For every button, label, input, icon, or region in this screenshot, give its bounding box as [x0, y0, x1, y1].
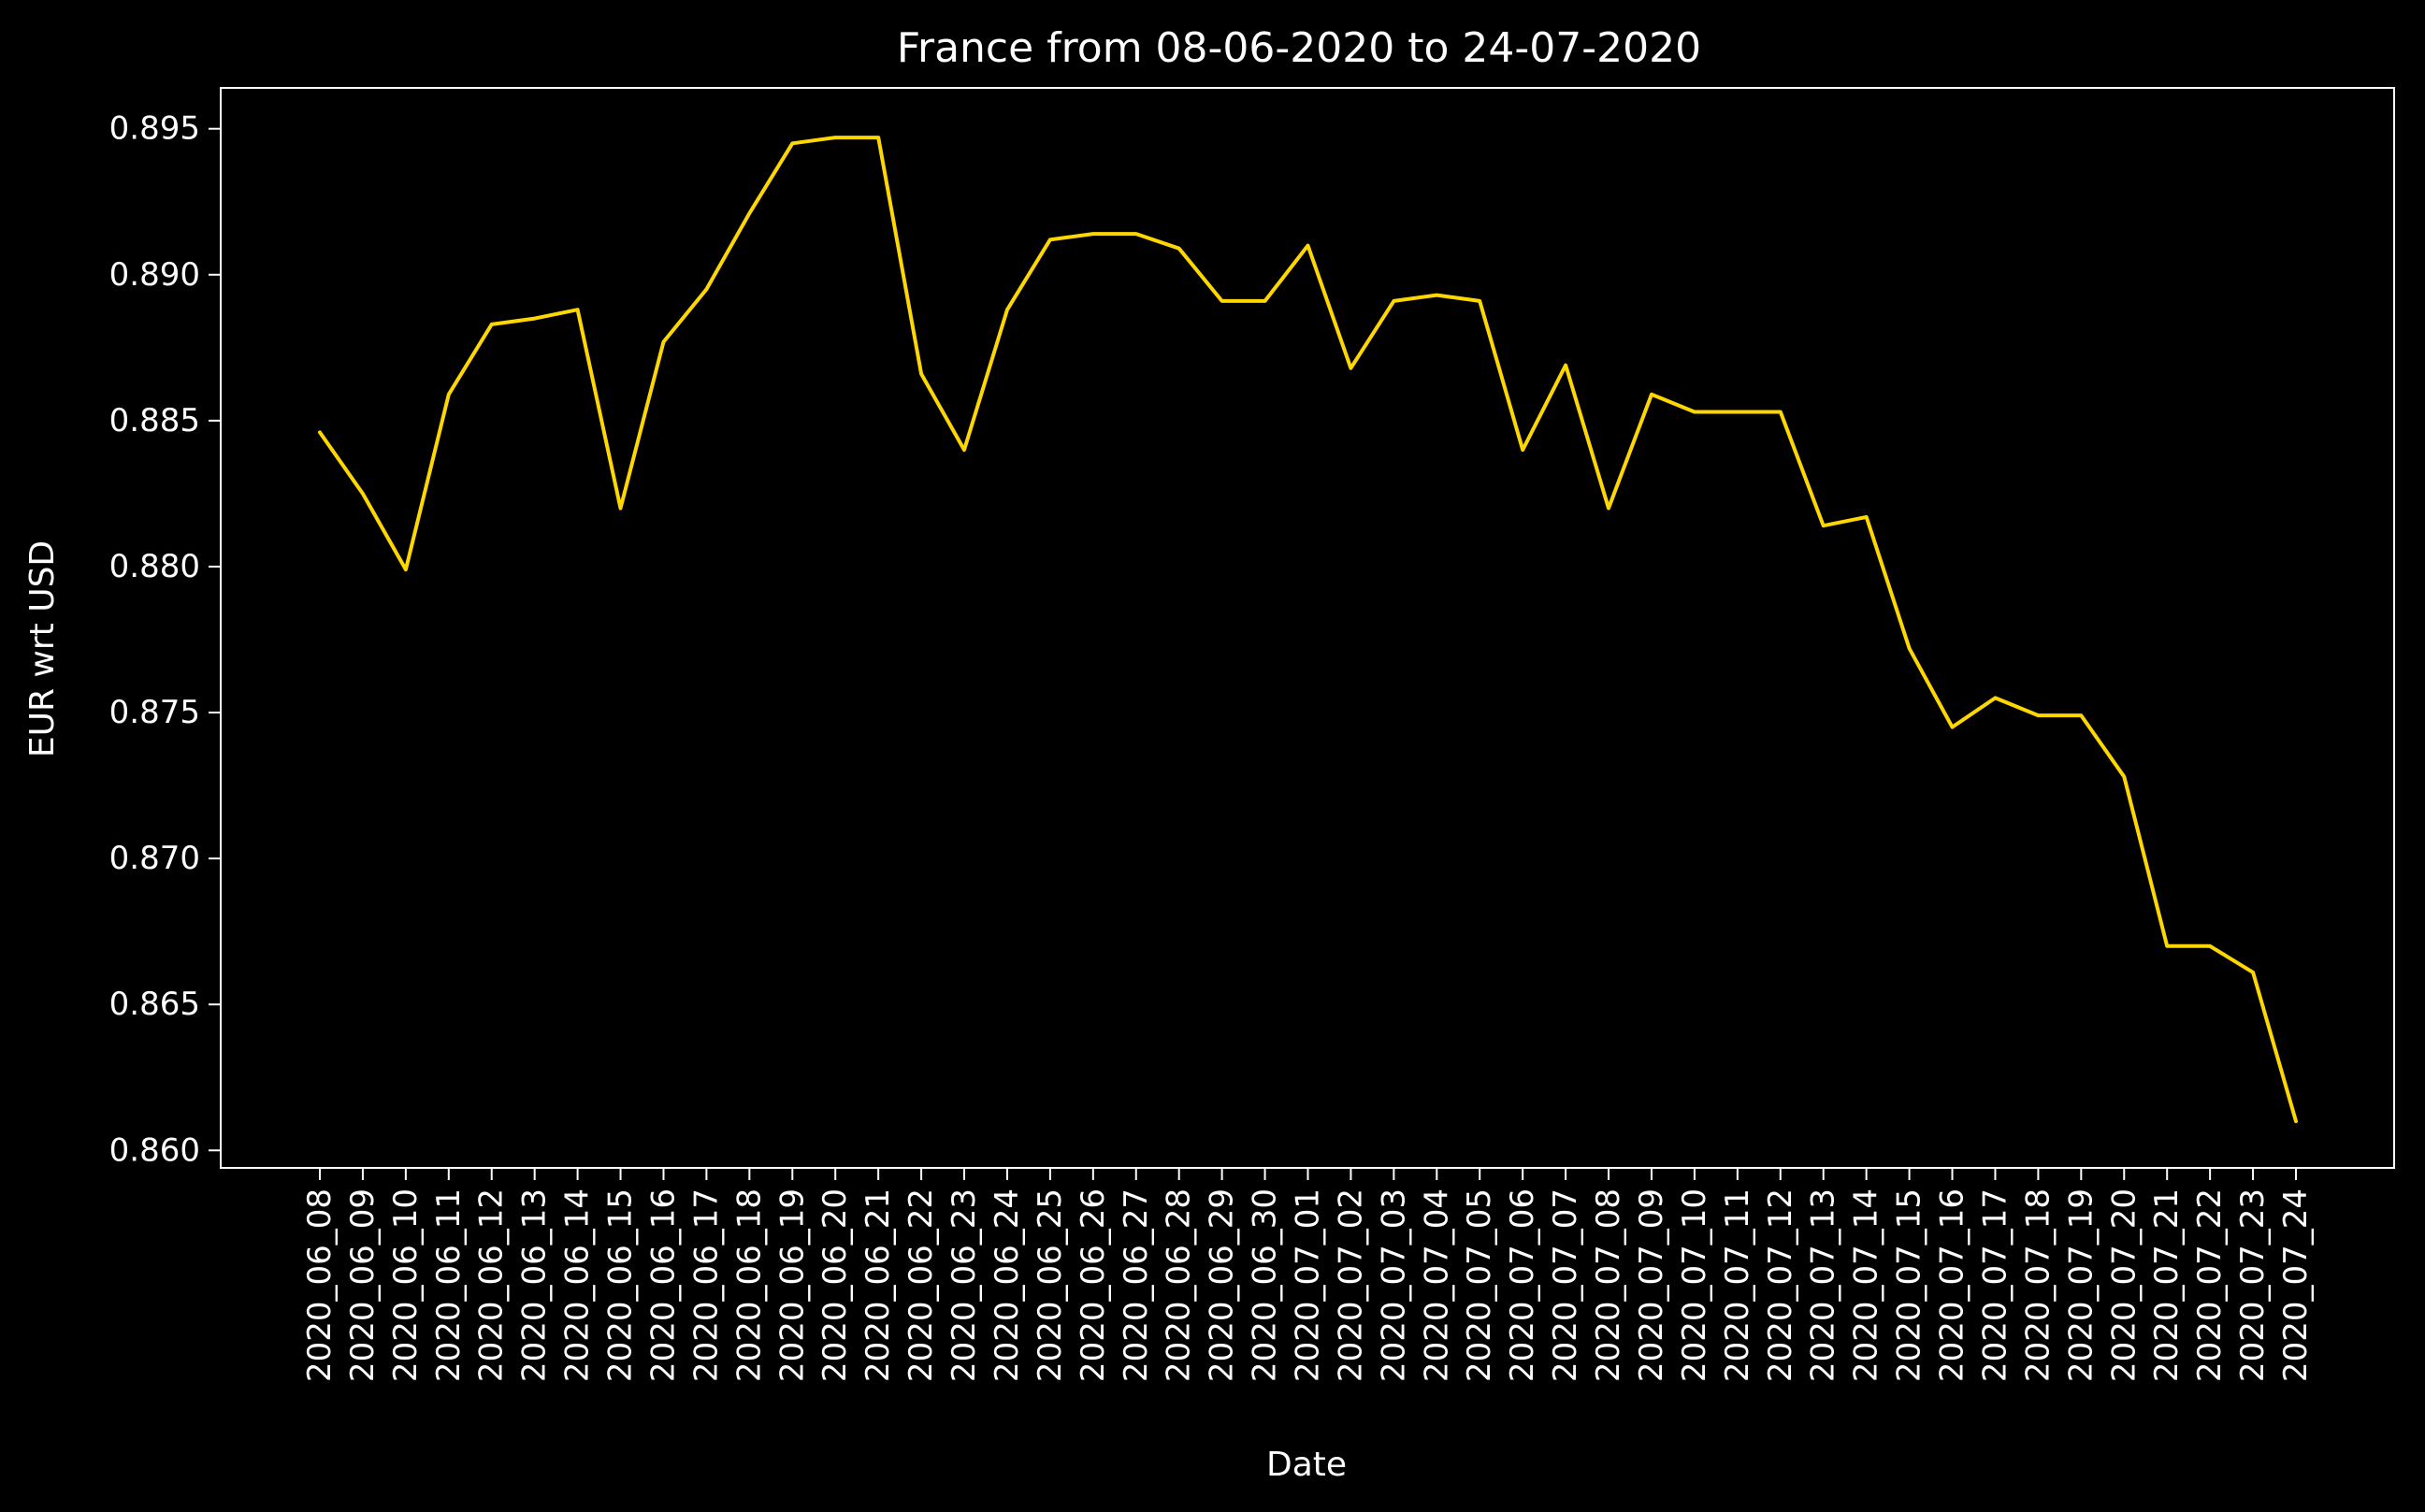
- x-tick-label: 2020_06_11: [430, 1188, 468, 1382]
- x-tick-label: 2020_07_17: [1976, 1188, 2014, 1382]
- x-tick-label: 2020_07_08: [1590, 1188, 1627, 1382]
- x-tick-label: 2020_06_23: [945, 1188, 983, 1382]
- x-tick-label: 2020_06_09: [344, 1188, 382, 1382]
- x-tick-label: 2020_07_20: [2105, 1188, 2143, 1382]
- x-tick-label: 2020_07_04: [1418, 1188, 1455, 1382]
- x-tick-label: 2020_07_09: [1633, 1188, 1670, 1382]
- x-tick-label: 2020_06_25: [1032, 1188, 1069, 1382]
- x-tick-label: 2020_06_28: [1161, 1188, 1198, 1382]
- x-tick-label: 2020_06_26: [1075, 1188, 1112, 1382]
- x-axis-ticks: 2020_06_08 2020_06_09 2020_06_10 2020_06_11…: [301, 1168, 2315, 1382]
- x-tick-label: 2020_06_18: [730, 1188, 768, 1382]
- x-tick-label: 2020_07_22: [2191, 1188, 2229, 1382]
- x-tick-label: 2020_06_14: [559, 1188, 597, 1382]
- y-axis-ticks: 0.860 0.865 0.870 0.875 0.880 0.885 0.890 0.895: [109, 110, 221, 1169]
- x-tick-label: 2020_07_21: [2148, 1188, 2186, 1382]
- plot-frame: [220, 87, 2395, 1169]
- x-tick-label: 2020_07_10: [1676, 1188, 1713, 1382]
- x-tick-label: 2020_06_08: [301, 1188, 339, 1382]
- x-tick-label: 2020_06_15: [602, 1188, 640, 1382]
- x-tick-label: 2020_07_13: [1805, 1188, 1842, 1382]
- series-line: [318, 136, 2298, 1124]
- x-tick-label: 2020_07_02: [1332, 1188, 1369, 1382]
- x-tick-label: 2020_07_01: [1290, 1188, 1327, 1382]
- y-tick-label: 0.875: [109, 694, 200, 731]
- y-tick-label: 0.870: [109, 840, 200, 877]
- x-tick-label: 2020_07_15: [1891, 1188, 1928, 1382]
- x-tick-label: 2020_06_20: [816, 1188, 854, 1382]
- x-tick-label: 2020_06_16: [644, 1188, 682, 1382]
- x-tick-label: 2020_06_17: [687, 1188, 725, 1382]
- x-tick-label: 2020_07_06: [1504, 1188, 1541, 1382]
- y-tick-label: 0.860: [109, 1131, 200, 1169]
- x-tick-label: 2020_06_10: [387, 1188, 425, 1382]
- x-tick-label: 2020_06_13: [516, 1188, 554, 1382]
- chart-title: France from 08-06-2020 to 24-07-2020: [897, 24, 1701, 72]
- x-tick-label: 2020_07_19: [2062, 1188, 2100, 1382]
- x-tick-label: 2020_06_27: [1118, 1188, 1155, 1382]
- x-tick-label: 2020_06_21: [859, 1188, 897, 1382]
- y-tick-label: 0.865: [109, 986, 200, 1023]
- x-tick-label: 2020_06_22: [902, 1188, 940, 1382]
- x-tick-label: 2020_07_23: [2234, 1188, 2272, 1382]
- x-tick-label: 2020_07_07: [1547, 1188, 1584, 1382]
- y-tick-label: 0.895: [109, 110, 200, 148]
- x-tick-label: 2020_06_19: [773, 1188, 811, 1382]
- x-axis-label: Date: [1266, 1446, 1347, 1484]
- x-tick-label: 2020_07_16: [1934, 1188, 1971, 1382]
- x-tick-label: 2020_06_29: [1204, 1188, 1241, 1382]
- y-tick-label: 0.880: [109, 548, 200, 585]
- x-tick-label: 2020_07_03: [1375, 1188, 1412, 1382]
- x-tick-label: 2020_06_12: [473, 1188, 511, 1382]
- x-tick-label: 2020_06_24: [989, 1188, 1026, 1382]
- y-axis-label: EUR wrt USD: [23, 540, 62, 757]
- x-tick-label: 2020_07_24: [2277, 1188, 2315, 1382]
- x-tick-label: 2020_07_18: [2019, 1188, 2057, 1382]
- x-tick-label: 2020_06_30: [1247, 1188, 1284, 1382]
- x-tick-label: 2020_07_11: [1719, 1188, 1756, 1382]
- y-tick-label: 0.885: [109, 402, 200, 439]
- x-tick-label: 2020_07_14: [1848, 1188, 1885, 1382]
- x-tick-label: 2020_07_12: [1762, 1188, 1799, 1382]
- y-tick-label: 0.890: [109, 256, 200, 294]
- x-tick-label: 2020_07_05: [1461, 1188, 1498, 1382]
